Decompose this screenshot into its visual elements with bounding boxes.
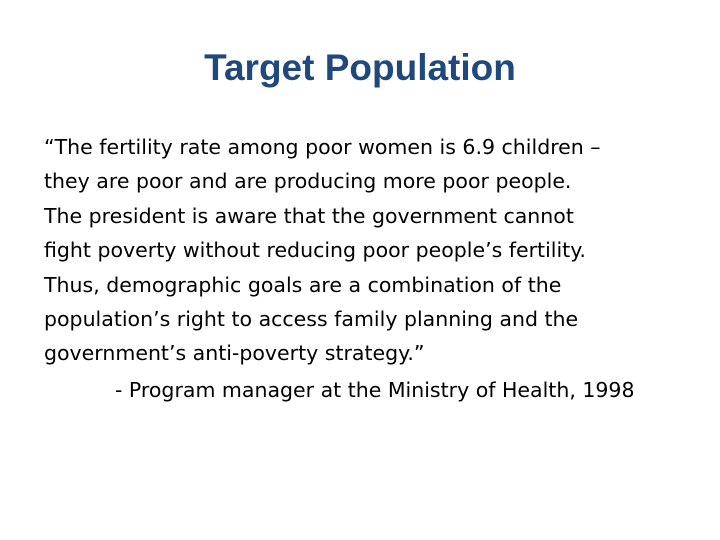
slide-title: Target Population xyxy=(204,47,516,88)
quote-line: Thus, demographic goals are a combinatio… xyxy=(44,272,562,297)
quote-line: population’s right to access family plan… xyxy=(44,307,579,332)
quote-attribution: - Program manager at the Ministry of Hea… xyxy=(115,378,635,402)
quote-line: fight poverty without reducing poor peop… xyxy=(44,238,586,263)
quote-line: government’s anti-poverty strategy.” xyxy=(44,341,425,366)
quote-line: The president is aware that the governme… xyxy=(44,203,574,228)
quote-line: they are poor and are producing more poo… xyxy=(44,169,572,194)
quote-line: “The fertility rate among poor women is … xyxy=(44,135,601,159)
quote-block: “The fertility rate among poor women is … xyxy=(44,130,684,371)
